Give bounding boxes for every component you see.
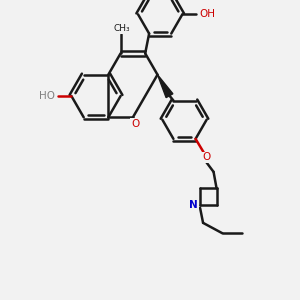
Text: CH₃: CH₃ [114, 24, 130, 33]
Text: O: O [202, 152, 211, 163]
Text: HO: HO [39, 91, 55, 101]
Polygon shape [158, 75, 173, 98]
Text: N: N [189, 200, 198, 210]
Text: O: O [131, 119, 140, 129]
Text: OH: OH [199, 9, 215, 20]
